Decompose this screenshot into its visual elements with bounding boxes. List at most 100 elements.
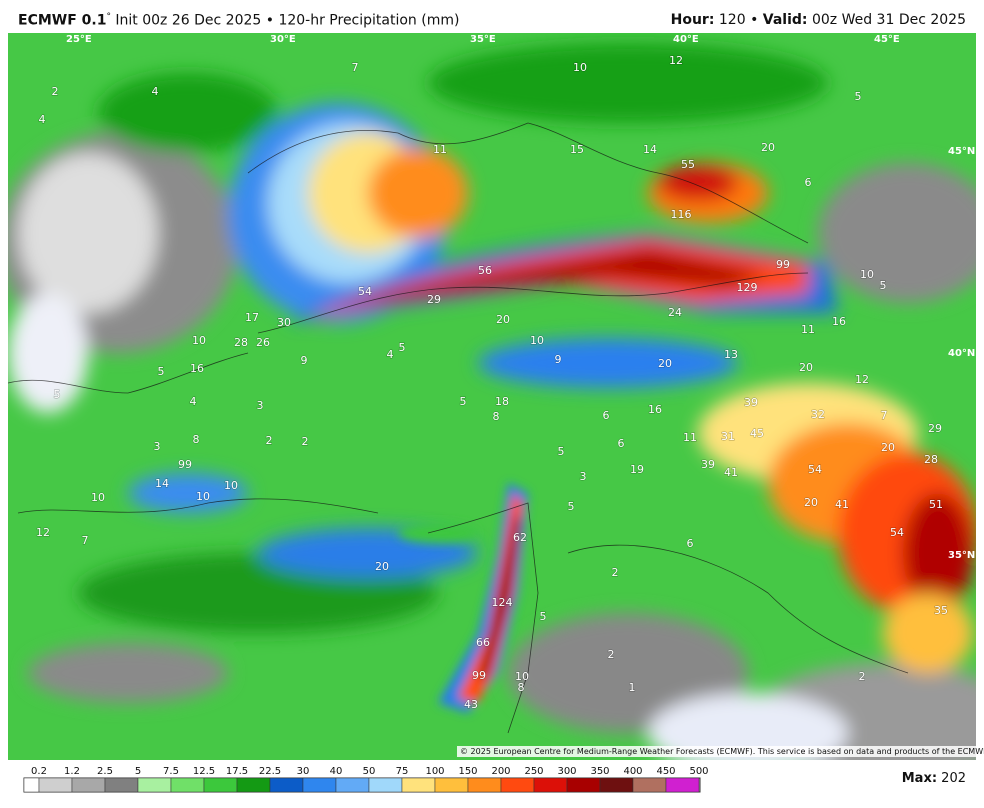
precip-label: 6 bbox=[618, 437, 625, 450]
precip-label: 28 bbox=[234, 336, 248, 349]
precip-label: 54 bbox=[358, 285, 372, 298]
precip-label: 5 bbox=[855, 90, 862, 103]
graticule-label: 45°N bbox=[948, 146, 975, 157]
precip-label: 99 bbox=[776, 258, 790, 271]
precip-label: 43 bbox=[464, 698, 478, 711]
colorbar-label: 100 bbox=[425, 766, 444, 777]
precip-label: 28 bbox=[924, 453, 938, 466]
precip-label: 9 bbox=[301, 354, 308, 367]
hour-label: Hour: bbox=[670, 12, 715, 28]
precip-label: 12 bbox=[669, 54, 683, 67]
precip-label: 14 bbox=[155, 477, 169, 490]
precip-label: 16 bbox=[648, 403, 662, 416]
precip-label: 11 bbox=[801, 323, 815, 336]
colorbar-swatch bbox=[269, 777, 304, 793]
model: ECMWF 0.1 bbox=[18, 12, 107, 29]
precip-label: 7 bbox=[82, 534, 89, 547]
precip-label: 55 bbox=[681, 158, 695, 171]
colorbar-label: 7.5 bbox=[163, 766, 179, 777]
precip-label: 31 bbox=[721, 430, 735, 443]
max-box: Max: 202 bbox=[902, 771, 966, 786]
precip-label: 2 bbox=[612, 566, 619, 579]
precip-label: 17 bbox=[245, 311, 259, 324]
graticule-label: 35°E bbox=[470, 34, 496, 45]
precip-label: 5 bbox=[540, 610, 547, 623]
max-value: 202 bbox=[941, 771, 966, 786]
precip-label: 6 bbox=[603, 409, 610, 422]
colorbar-label: 75 bbox=[396, 766, 409, 777]
precip-field bbox=[8, 33, 976, 760]
colorbar-swatch bbox=[665, 777, 700, 793]
precip-label: 20 bbox=[375, 560, 389, 573]
precip-label: 10 bbox=[91, 491, 105, 504]
precip-label: 5 bbox=[880, 279, 887, 292]
precip-label: 2 bbox=[52, 85, 59, 98]
precip-label: 10 bbox=[224, 479, 238, 492]
precip-label: 10 bbox=[860, 268, 874, 281]
colorbar-label: 0.2 bbox=[31, 766, 47, 777]
colorbar-swatch bbox=[632, 777, 667, 793]
precip-label: 5 bbox=[558, 445, 565, 458]
precip-label: 5 bbox=[399, 341, 406, 354]
colorbar-label: 40 bbox=[330, 766, 343, 777]
precip-label: 29 bbox=[928, 422, 942, 435]
colorbar-swatch bbox=[23, 777, 40, 793]
precip-label: 32 bbox=[811, 408, 825, 421]
precip-label: 3 bbox=[154, 440, 161, 453]
precip-label: 1 bbox=[629, 681, 636, 694]
colorbar-label: 250 bbox=[524, 766, 543, 777]
precip-label: 20 bbox=[761, 141, 775, 154]
colorbar-swatch bbox=[566, 777, 601, 793]
precip-label: 8 bbox=[493, 410, 500, 423]
precip-label: 29 bbox=[427, 293, 441, 306]
graticule-label: 40°N bbox=[948, 348, 975, 359]
precip-label: 129 bbox=[737, 281, 758, 294]
precip-label: 24 bbox=[668, 306, 682, 319]
max-label: Max: bbox=[901, 771, 938, 786]
colorbar-swatch bbox=[203, 777, 238, 793]
graticule-label: 25°E bbox=[66, 34, 92, 45]
precip-label: 3 bbox=[257, 399, 264, 412]
precip-label: 35 bbox=[934, 604, 948, 617]
colorbar-swatch bbox=[302, 777, 337, 793]
precip-label: 39 bbox=[701, 458, 715, 471]
precip-label: 19 bbox=[630, 463, 644, 476]
colorbar-label: 17.5 bbox=[226, 766, 248, 777]
precip-label: 6 bbox=[687, 537, 694, 550]
colorbar-swatch bbox=[38, 777, 73, 793]
precip-label: 10 bbox=[573, 61, 587, 74]
precip-label: 18 bbox=[495, 395, 509, 408]
precip-label: 10 bbox=[192, 334, 206, 347]
precip-label: 99 bbox=[472, 669, 486, 682]
graticule-label: 40°E bbox=[673, 34, 699, 45]
colorbar-swatch bbox=[335, 777, 370, 793]
precip-label: 20 bbox=[658, 357, 672, 370]
precip-label: 15 bbox=[570, 143, 584, 156]
colorbar-label: 12.5 bbox=[193, 766, 215, 777]
precip-label: 10 bbox=[515, 670, 529, 683]
precip-label: 62 bbox=[513, 531, 527, 544]
graticule-label: 35°N bbox=[948, 550, 975, 561]
hour: 120 • bbox=[718, 12, 759, 28]
precip-label: 8 bbox=[518, 681, 525, 694]
valid: 00z Wed 31 Dec 2025 bbox=[811, 12, 966, 28]
precip-label: 20 bbox=[881, 441, 895, 454]
colorbar-label: 200 bbox=[491, 766, 510, 777]
colorbar-swatch bbox=[137, 777, 172, 793]
precip-label: 3 bbox=[580, 470, 587, 483]
valid-label: Valid: bbox=[762, 12, 808, 28]
precip-label: 2 bbox=[266, 434, 273, 447]
precip-label: 66 bbox=[476, 636, 490, 649]
precip-label: 2 bbox=[302, 435, 309, 448]
colorbar-swatch bbox=[368, 777, 403, 793]
colorbar-label: 2.5 bbox=[97, 766, 113, 777]
colorbar-swatch bbox=[500, 777, 535, 793]
colorbar-label: 50 bbox=[363, 766, 376, 777]
precip-label: 10 bbox=[196, 490, 210, 503]
precip-label: 99 bbox=[178, 458, 192, 471]
precip-label: 20 bbox=[804, 496, 818, 509]
graticule-label: 45°E bbox=[874, 34, 900, 45]
precip-label: 124 bbox=[492, 596, 513, 609]
precip-label: 116 bbox=[671, 208, 692, 221]
